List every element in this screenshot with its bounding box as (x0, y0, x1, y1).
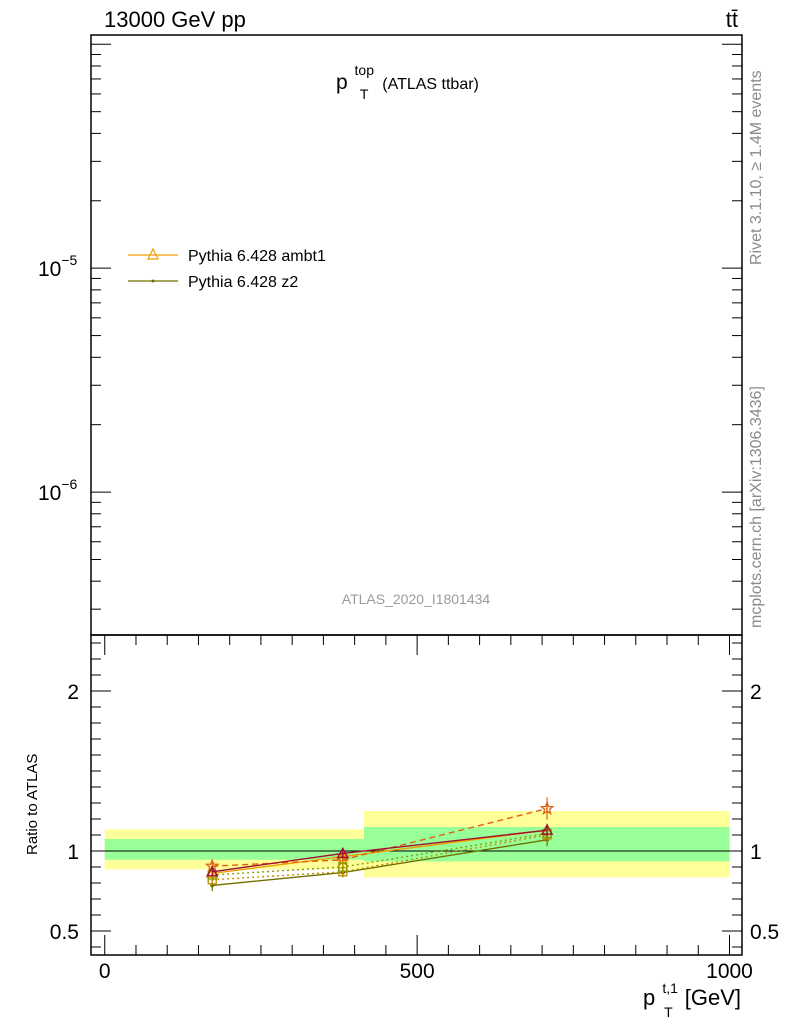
x-tick-label: 1000 (706, 960, 753, 983)
rivet-label: Rivet 3.1.10, ≥ 1.4M events (748, 70, 765, 265)
legend-label-z2: Pythia 6.428 z2 (188, 274, 298, 291)
x-tick-label: 0 (99, 960, 111, 983)
x-axis-label-sub: T (664, 1004, 673, 1020)
ratio-y-tick-label: 0.5 (50, 921, 79, 944)
x-tick-label: 500 (400, 960, 435, 983)
inner-band (104, 839, 365, 860)
triangle-marker (336, 846, 349, 859)
tick-label-base: 10 (38, 482, 61, 505)
process-label: tt̄ (726, 7, 738, 32)
main-title-sub: T (360, 86, 369, 102)
legend: Pythia 6.428 ambt1 Pythia 6.428 z2 (128, 247, 326, 291)
star-marker (539, 800, 555, 815)
x-tick-labels: 0 500 1000 (99, 960, 753, 983)
tick-label-exponent: −5 (61, 252, 77, 268)
ratio-y-tick-label-right: 1 (750, 841, 762, 864)
legend-label-ambt1: Pythia 6.428 ambt1 (188, 248, 326, 265)
main-title-p: p (336, 71, 348, 94)
tick-label-exponent: −6 (61, 476, 77, 492)
main-y-tick-label: 10−5 (38, 252, 78, 281)
ratio-y-axis-label: Ratio to ATLAS (24, 754, 41, 855)
ratio-y-tick-label: 1 (67, 841, 79, 864)
ratio-ticks (91, 635, 742, 955)
ratio-panel: 2 2 1 1 0.5 0.5 0 500 1000 Ratio to ATLAS p t,1… (24, 634, 779, 1022)
triangle-marker (540, 823, 554, 835)
mcplots-label: mcplots.cern.ch [arXiv:1306.3436] (748, 386, 765, 628)
x-axis-label-p: p (643, 985, 655, 1010)
energy-label: 13000 GeV pp (104, 7, 246, 32)
main-panel: 10−510−6 p top T (ATLAS ttbar) Pythia 6.… (38, 34, 743, 636)
ratio-y-tick-label: 2 (67, 681, 79, 704)
main-frame (90, 34, 743, 636)
main-y-tick-labels: 10−510−6 (38, 252, 78, 505)
legend-marker-z2 (151, 279, 155, 283)
x-axis-label: p t,1 T [GeV] (643, 973, 741, 1022)
x-axis-label-sup: t,1 (662, 980, 678, 996)
main-y-ticks (91, 43, 742, 610)
ratio-y-tick-label-right: 0.5 (750, 921, 779, 944)
ratio-y-tick-label-right: 2 (750, 681, 762, 704)
legend-marker-ambt1 (147, 247, 159, 260)
analysis-label: ATLAS_2020_I1801434 (342, 591, 491, 607)
ratio-series (204, 797, 555, 891)
tick-label-base: 10 (38, 258, 61, 281)
main-title-suffix: (ATLAS ttbar) (382, 76, 479, 93)
x-axis-label-unit: [GeV] (685, 985, 741, 1010)
square-marker (338, 862, 348, 872)
ratio-y-tick-labels: 2 2 1 1 0.5 0.5 (50, 681, 779, 944)
main-title-sup: top (355, 62, 375, 78)
reference-bands (104, 811, 730, 878)
main-y-tick-label: 10−6 (38, 476, 78, 505)
ratio-frame (90, 634, 743, 956)
triangle-marker (206, 865, 219, 877)
main-title: p top T (ATLAS ttbar) (336, 57, 479, 104)
